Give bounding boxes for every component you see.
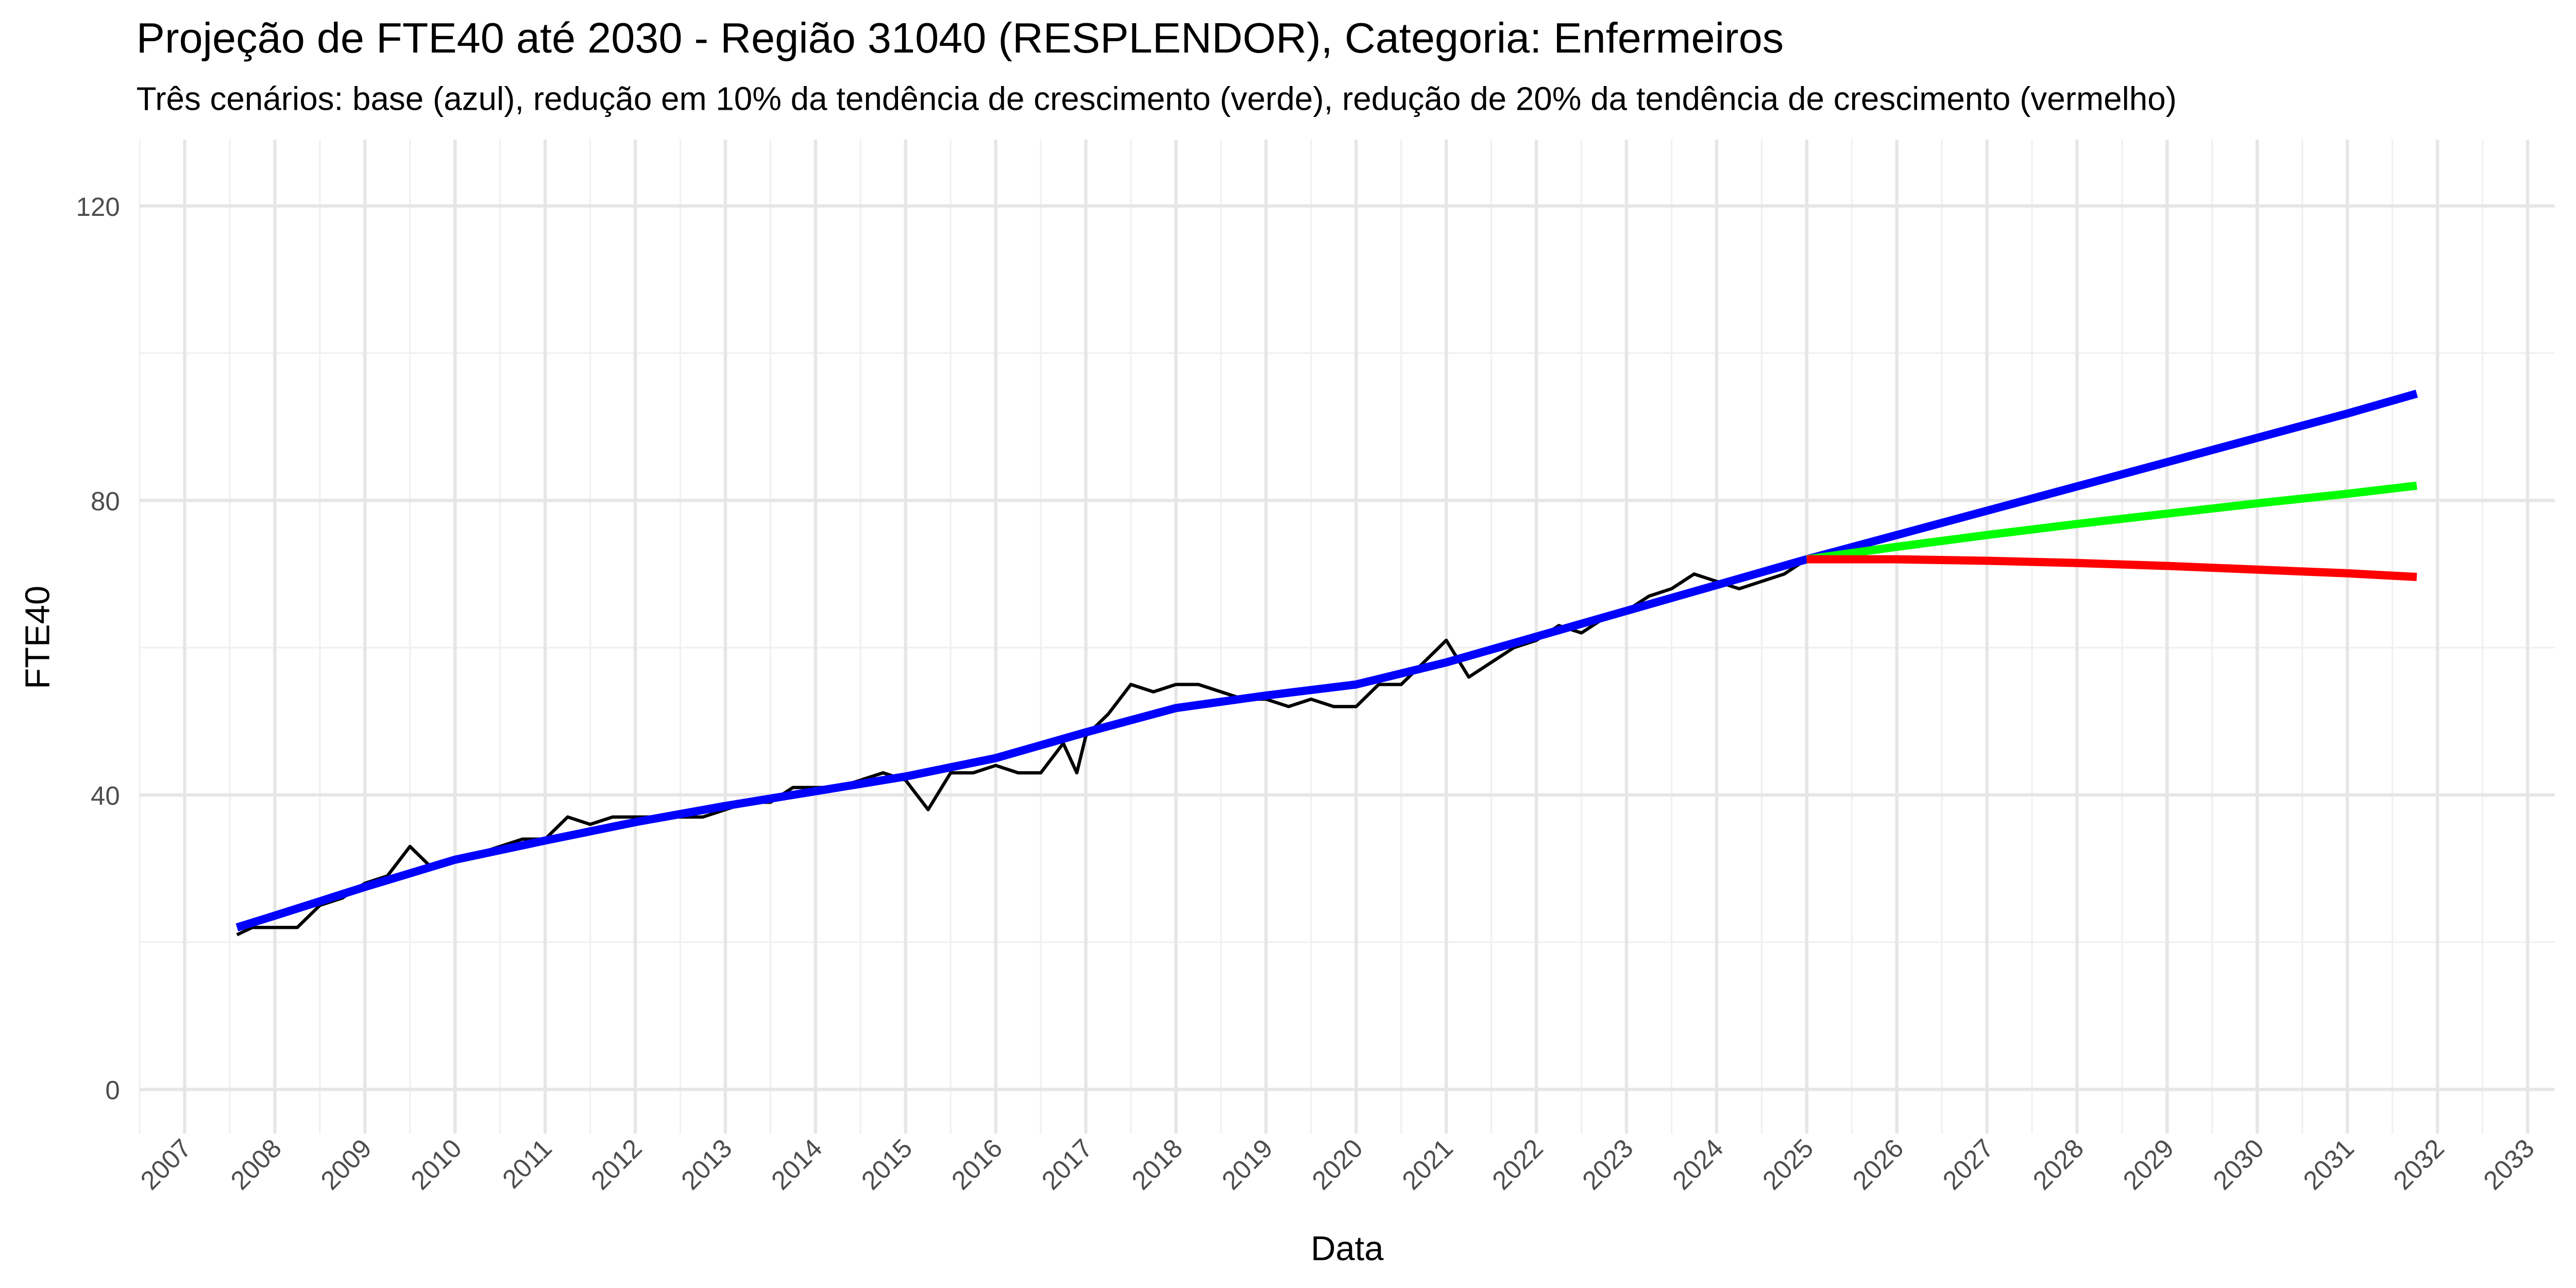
y-tick-label: 40 (91, 781, 120, 810)
series-line (1806, 481, 2417, 564)
series-line (1806, 555, 2417, 581)
y-tick-label: 80 (91, 486, 120, 516)
chart-title: Projeção de FTE40 até 2030 - Região 3104… (137, 14, 1784, 62)
y-tick-label: 0 (105, 1076, 120, 1105)
series-line (235, 389, 2418, 931)
y-axis-title: FTE40 (19, 586, 57, 689)
chart-subtitle: Três cenários: base (azul), redução em 1… (137, 80, 2177, 117)
x-axis-title: Data (1311, 1229, 1384, 1268)
grid (139, 140, 2555, 1134)
y-tick-label: 120 (76, 192, 120, 222)
lines (235, 389, 2418, 937)
